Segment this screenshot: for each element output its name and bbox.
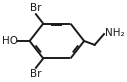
Text: NH₂: NH₂ — [105, 28, 125, 38]
Text: HO: HO — [2, 36, 18, 46]
Text: Br: Br — [30, 3, 42, 13]
Text: Br: Br — [30, 69, 42, 79]
